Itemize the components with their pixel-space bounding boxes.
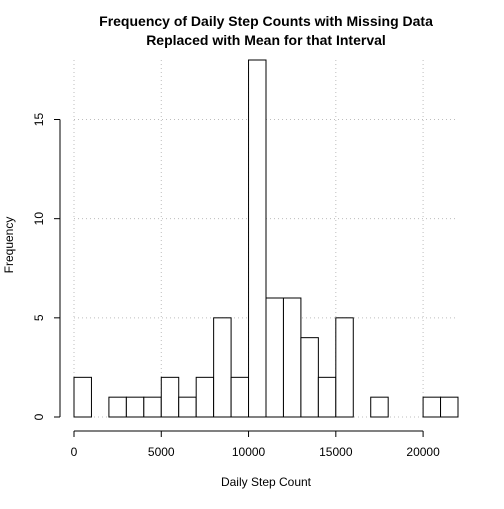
y-tick-label-2: 10 [32, 212, 46, 226]
x-tick-label-3: 15000 [319, 445, 353, 459]
histogram-bar-11 [265, 297, 284, 418]
histogram-bar-7 [195, 376, 215, 418]
chart-title-line-2: Replaced with Mean for that Interval [146, 32, 386, 48]
histogram-bar-12 [282, 297, 302, 418]
y-tick-label-1: 5 [32, 314, 46, 321]
histogram-bar-14 [317, 376, 337, 418]
x-tick-label-2: 10000 [232, 445, 266, 459]
histogram-bar-5 [160, 376, 180, 418]
histogram-bar-17 [370, 396, 389, 418]
y-tick-label-0: 0 [32, 413, 46, 420]
chart-title-line-1: Frequency of Daily Step Counts with Miss… [99, 13, 433, 29]
histogram-bar-9 [230, 376, 250, 418]
x-tick-label-1: 5000 [148, 445, 175, 459]
histogram-bar-15 [335, 317, 354, 418]
y-axis-label: Frequency [2, 217, 16, 274]
x-tick-label-4: 20000 [406, 445, 440, 459]
histogram-bar-4 [143, 396, 162, 418]
bars-layer [73, 59, 459, 418]
histogram-bar-3 [125, 396, 145, 418]
y-tick-label-3: 15 [32, 113, 46, 127]
histogram-bar-0 [73, 376, 92, 418]
x-tick-label-0: 0 [71, 445, 78, 459]
histogram-bar-8 [213, 317, 232, 418]
histogram-bar-10 [248, 59, 267, 418]
x-axis-label: Daily Step Count [221, 475, 312, 489]
histogram-bar-20 [422, 396, 442, 418]
histogram-bar-6 [178, 396, 197, 418]
histogram-bar-13 [300, 337, 319, 418]
histogram-bar-21 [440, 396, 459, 418]
axes-layer: 0 5000 10000 15000 20000 0 5 10 15 [32, 113, 440, 459]
histogram-bar-2 [108, 396, 127, 418]
